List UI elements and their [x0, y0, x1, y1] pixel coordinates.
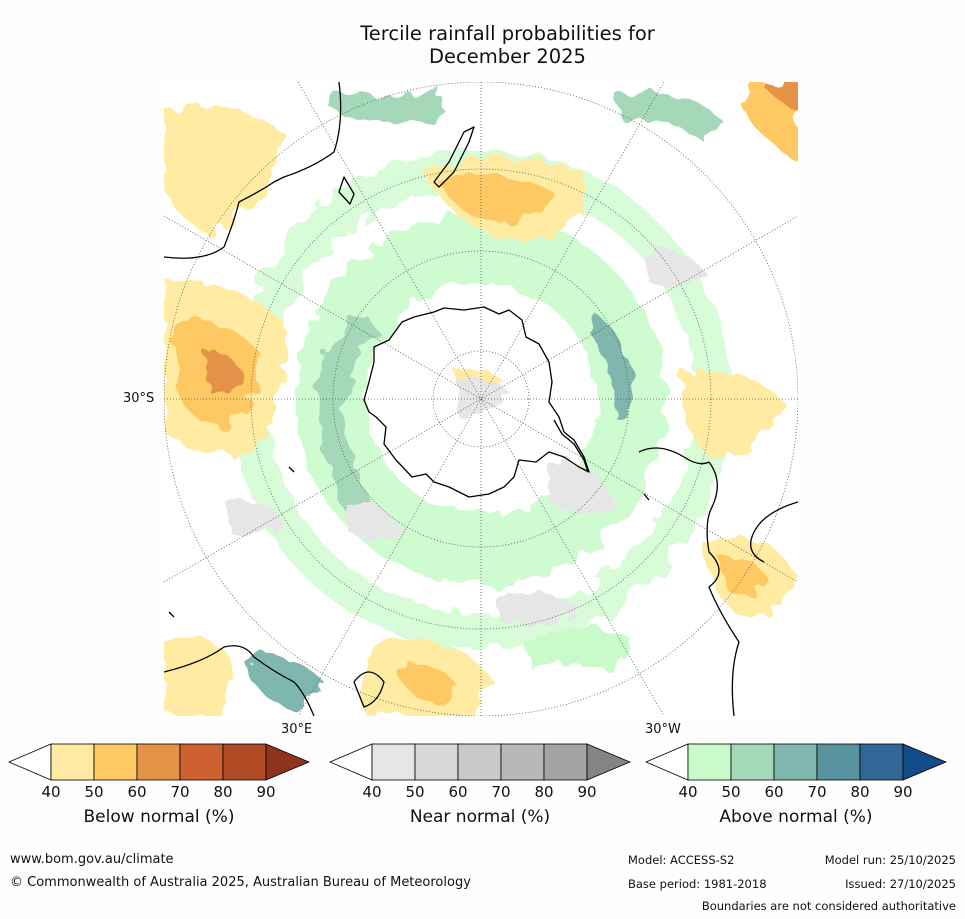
lon-label-30w: 30°W	[645, 722, 681, 737]
above-normal-patch-africa	[244, 655, 324, 712]
australia-coast	[164, 82, 342, 259]
near-colorbar-segment-50	[414, 743, 459, 781]
island-coasts	[168, 466, 650, 618]
below-normal-south-america	[681, 370, 784, 454]
title-line-2: December 2025	[429, 45, 586, 68]
near-colorbar-under-triangle	[329, 743, 373, 781]
lon-label-30e: 30°E	[281, 722, 313, 737]
below-colorbar-segment-40	[50, 743, 95, 781]
footer-copyright: © Commonwealth of Australia 2025, Austra…	[10, 875, 471, 890]
above-colorbar-over-triangle	[902, 743, 947, 781]
above-tick-label: 70	[807, 783, 827, 801]
map-canvas	[164, 82, 798, 716]
near-tick-label: 90	[577, 783, 597, 801]
below-tick-label: 70	[170, 783, 190, 801]
above-colorbar-segment-80	[859, 743, 904, 781]
coastlines	[164, 82, 798, 716]
near-tick-label: 60	[448, 783, 468, 801]
antarctica-coast	[363, 306, 590, 498]
near-colorbar-over-triangle	[586, 743, 631, 781]
below-normal-south-atlantic-core	[719, 556, 769, 596]
below-colorbar-segment-50	[93, 743, 138, 781]
south-america-coast	[638, 447, 740, 716]
chart-title: Tercile rainfall probabilities for Decem…	[300, 22, 715, 68]
near-colorbar-segment-80	[543, 743, 588, 781]
footer-url[interactable]: www.bom.gov.au/climate	[10, 852, 174, 867]
near-colorbar-segment-60	[457, 743, 502, 781]
legend-title-below: Below normal (%)	[83, 807, 235, 827]
near-normal-patch-3	[494, 589, 584, 626]
graticule-lat-80s	[432, 350, 530, 448]
above-colorbar-under-triangle	[645, 743, 689, 781]
near-tick-label: 40	[362, 783, 382, 801]
title-line-1: Tercile rainfall probabilities for	[360, 22, 655, 45]
below-normal-indian-peak	[204, 351, 244, 396]
colorbar-above-normal	[645, 743, 947, 781]
tasmania-coast	[338, 176, 355, 205]
footer-disclaimer: Boundaries are not considered authoritat…	[701, 899, 956, 913]
colorbar-below-normal	[8, 743, 310, 781]
below-colorbar-under-triangle	[8, 743, 52, 781]
above-tick-label: 90	[893, 783, 913, 801]
near-tick-label: 80	[534, 783, 554, 801]
below-colorbar-segment-80	[222, 743, 267, 781]
legend-title-near: Near normal (%)	[409, 807, 551, 827]
south-america-east-coast	[750, 501, 798, 563]
near-normal-pole	[454, 378, 509, 418]
below-tick-label: 80	[213, 783, 233, 801]
below-tick-label: 90	[256, 783, 276, 801]
below-tick-label: 60	[127, 783, 147, 801]
below-colorbar-over-triangle	[265, 743, 310, 781]
near-normal-patch-4	[224, 499, 284, 536]
above-colorbar-segment-40	[687, 743, 732, 781]
above-tick-label: 50	[721, 783, 741, 801]
below-normal-southwest	[164, 635, 234, 716]
near-colorbar-segment-40	[371, 743, 416, 781]
footer-model-run: Model run: 25/10/2025	[824, 853, 956, 867]
polar-rainfall-map	[164, 82, 798, 716]
near-normal-patch-2	[344, 501, 404, 540]
below-colorbar-segment-70	[179, 743, 224, 781]
above-normal-patch-north	[329, 87, 444, 124]
above-normal-band-drake	[584, 312, 634, 422]
below-normal-northeast-peak	[764, 82, 798, 112]
above-normal-band-east	[314, 312, 379, 532]
colorbar-near-normal	[329, 743, 631, 781]
below-normal-south-indian-core	[394, 664, 459, 707]
footer-model: Model: ACCESS-S2	[628, 853, 735, 867]
above-normal-patch-northeast	[614, 90, 724, 142]
africa-coast	[164, 645, 315, 716]
near-colorbar-segment-70	[500, 743, 545, 781]
below-colorbar-segment-60	[136, 743, 181, 781]
above-colorbar-segment-50	[730, 743, 775, 781]
near-normal-patch-5	[644, 249, 704, 286]
new-zealand-coast	[433, 126, 475, 188]
above-tick-label: 80	[850, 783, 870, 801]
footer-issued: Issued: 27/10/2025	[845, 877, 956, 891]
above-colorbar-segment-60	[773, 743, 818, 781]
below-normal-australia	[164, 105, 284, 232]
legend-title-above: Above normal (%)	[719, 807, 873, 827]
graticule-meridian-60e-120w	[164, 215, 798, 583]
above-tick-label: 40	[678, 783, 698, 801]
antarctic-peninsula	[553, 419, 589, 473]
graticule	[164, 82, 798, 716]
madagascar-coast	[353, 671, 385, 708]
below-tick-label: 50	[84, 783, 104, 801]
above-normal-patch-atlantic	[524, 627, 634, 672]
footer-base-period: Base period: 1981-2018	[628, 877, 767, 891]
below-normal-pacific-core	[439, 176, 554, 222]
above-tick-label: 60	[764, 783, 784, 801]
near-tick-label: 70	[491, 783, 511, 801]
near-tick-label: 50	[405, 783, 425, 801]
above-colorbar-segment-70	[816, 743, 861, 781]
lat-label-30s: 30°S	[123, 391, 155, 406]
near-normal-patch-1	[544, 460, 614, 512]
below-tick-label: 40	[41, 783, 61, 801]
